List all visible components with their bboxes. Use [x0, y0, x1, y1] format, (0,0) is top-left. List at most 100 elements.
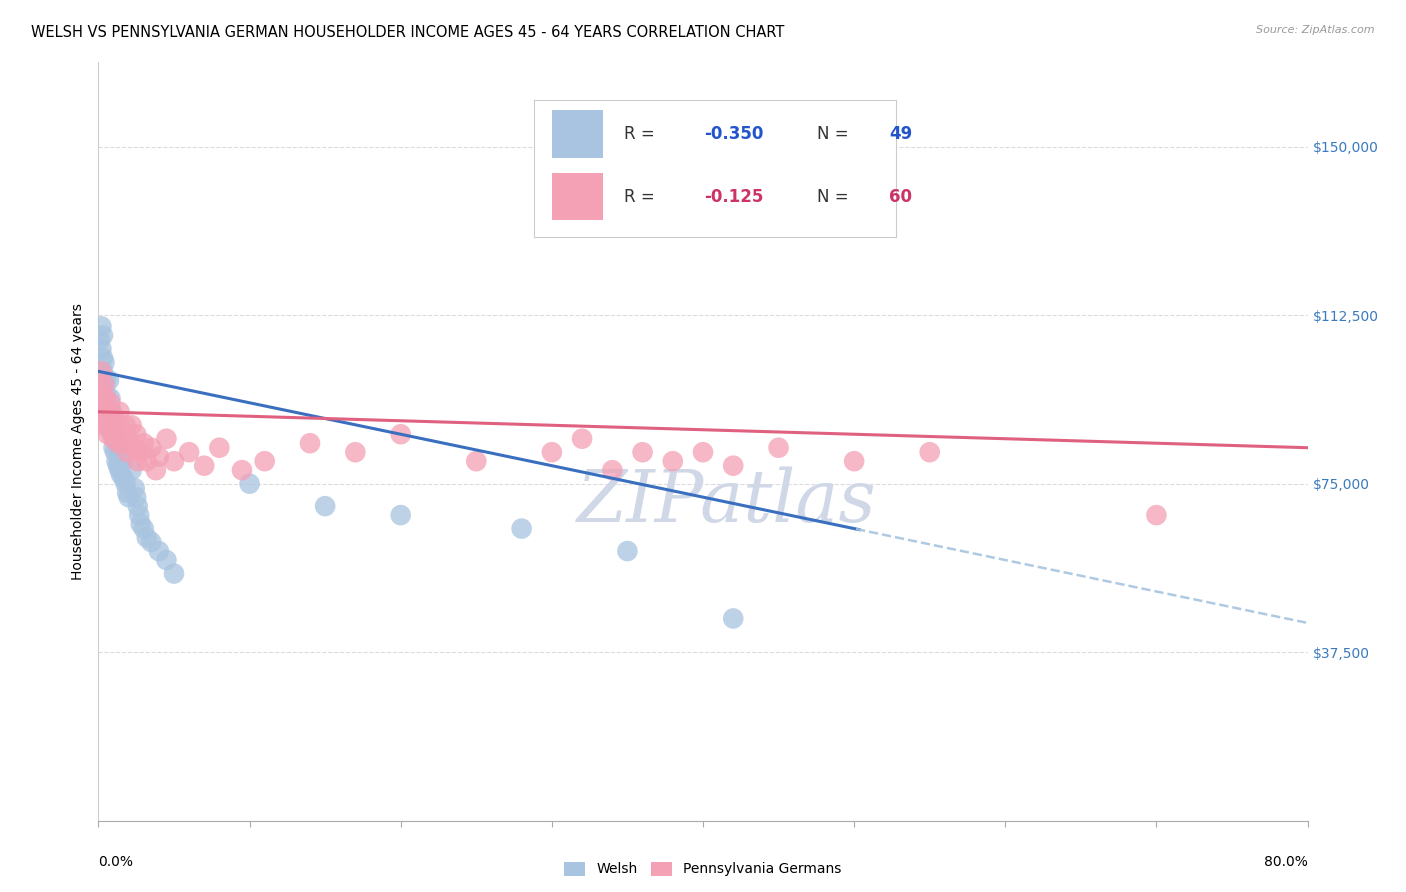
Point [98, 409, 121, 424]
Point [114, 418, 136, 433]
Point [98, 418, 121, 433]
Point [124, 441, 146, 455]
Point [155, 553, 177, 567]
Point [253, 454, 276, 468]
Point [124, 481, 146, 495]
Point [98, 373, 121, 387]
Point [108, 445, 131, 459]
Point [510, 522, 533, 536]
Point [114, 476, 136, 491]
Point [163, 566, 186, 581]
Point [723, 458, 745, 473]
Point [100, 423, 122, 437]
Text: Source: ZipAtlas.com: Source: ZipAtlas.com [1257, 25, 1375, 35]
Point [91, 401, 114, 415]
Point [107, 418, 129, 433]
Point [101, 427, 124, 442]
Point [125, 490, 148, 504]
Point [91, 364, 114, 378]
Point [112, 427, 135, 442]
Point [135, 454, 157, 468]
Point [104, 445, 127, 459]
Point [148, 450, 170, 464]
Point [141, 441, 163, 455]
Point [155, 432, 177, 446]
Point [100, 418, 122, 433]
Point [127, 499, 149, 513]
Legend: Welsh, Pennsylvania Germans: Welsh, Pennsylvania Germans [558, 856, 848, 882]
Point [132, 436, 155, 450]
Point [94, 392, 117, 406]
Point [179, 445, 201, 459]
Point [918, 445, 941, 459]
Point [661, 454, 683, 468]
Point [602, 463, 624, 477]
Point [101, 414, 124, 428]
Point [118, 490, 141, 504]
Point [1144, 508, 1167, 522]
Point [314, 499, 336, 513]
Point [135, 531, 157, 545]
Point [389, 508, 412, 522]
Point [90, 319, 112, 334]
Point [103, 423, 125, 437]
Point [94, 414, 117, 428]
Point [94, 373, 117, 387]
Point [103, 441, 125, 455]
Point [208, 441, 231, 455]
Point [111, 436, 134, 450]
Text: 80.0%: 80.0% [1264, 855, 1308, 869]
Point [112, 472, 135, 486]
Point [631, 445, 654, 459]
Point [100, 392, 122, 406]
Point [90, 386, 112, 401]
Text: 0.0%: 0.0% [98, 855, 134, 869]
Point [93, 377, 115, 392]
Point [768, 441, 790, 455]
Point [129, 445, 152, 459]
Point [128, 508, 150, 522]
Point [344, 445, 367, 459]
Point [132, 522, 155, 536]
Point [89, 377, 111, 392]
Point [121, 418, 143, 433]
Point [692, 445, 714, 459]
Point [107, 458, 129, 473]
Point [127, 454, 149, 468]
Point [231, 463, 253, 477]
Point [299, 436, 322, 450]
Point [90, 342, 112, 356]
Point [91, 418, 114, 433]
Point [105, 454, 128, 468]
Point [104, 423, 127, 437]
Point [103, 432, 125, 446]
Point [94, 386, 117, 401]
Point [118, 432, 141, 446]
Point [115, 485, 138, 500]
Point [389, 427, 412, 442]
Point [193, 458, 215, 473]
Point [91, 328, 114, 343]
Point [96, 427, 118, 442]
Point [239, 476, 262, 491]
Point [108, 405, 131, 419]
Point [89, 333, 111, 347]
Point [93, 377, 115, 392]
Point [616, 544, 638, 558]
Y-axis label: Householder Income Ages 45 - 64 years: Householder Income Ages 45 - 64 years [72, 303, 86, 580]
Point [111, 454, 134, 468]
Text: WELSH VS PENNSYLVANIA GERMAN HOUSEHOLDER INCOME AGES 45 - 64 YEARS CORRELATION C: WELSH VS PENNSYLVANIA GERMAN HOUSEHOLDER… [31, 25, 785, 40]
Point [163, 454, 186, 468]
Point [540, 445, 562, 459]
Point [103, 409, 125, 424]
Point [104, 432, 127, 446]
Point [129, 517, 152, 532]
Point [121, 463, 143, 477]
Point [465, 454, 488, 468]
Point [115, 445, 138, 459]
Point [141, 535, 163, 549]
Point [108, 463, 131, 477]
Point [110, 423, 132, 437]
Point [145, 463, 167, 477]
Point [96, 401, 118, 415]
